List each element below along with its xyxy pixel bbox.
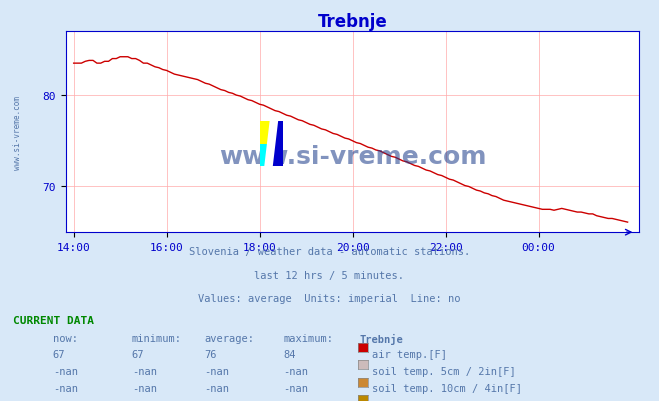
Text: 76: 76 xyxy=(204,349,217,359)
Title: Trebnje: Trebnje xyxy=(318,12,387,30)
Text: soil temp. 10cm / 4in[F]: soil temp. 10cm / 4in[F] xyxy=(372,383,523,393)
Text: maximum:: maximum: xyxy=(283,334,333,344)
Polygon shape xyxy=(264,122,278,167)
Bar xyxy=(260,144,272,167)
Text: www.si-vreme.com: www.si-vreme.com xyxy=(219,144,486,168)
Text: air temp.[F]: air temp.[F] xyxy=(372,349,447,359)
Text: 67: 67 xyxy=(132,349,144,359)
Text: 67: 67 xyxy=(53,349,65,359)
Text: -nan: -nan xyxy=(132,366,157,376)
Text: 84: 84 xyxy=(283,349,296,359)
Text: -nan: -nan xyxy=(204,366,229,376)
Bar xyxy=(272,122,283,167)
Text: soil temp. 5cm / 2in[F]: soil temp. 5cm / 2in[F] xyxy=(372,366,516,376)
Text: -nan: -nan xyxy=(53,366,78,376)
Text: Slovenia / weather data - automatic stations.: Slovenia / weather data - automatic stat… xyxy=(189,247,470,257)
Text: average:: average: xyxy=(204,334,254,344)
Text: CURRENT DATA: CURRENT DATA xyxy=(13,315,94,325)
Text: www.si-vreme.com: www.si-vreme.com xyxy=(13,95,22,169)
Text: Trebnje: Trebnje xyxy=(359,334,403,344)
Text: -nan: -nan xyxy=(283,366,308,376)
Text: Values: average  Units: imperial  Line: no: Values: average Units: imperial Line: no xyxy=(198,294,461,304)
Text: now:: now: xyxy=(53,334,78,344)
Text: minimum:: minimum: xyxy=(132,334,182,344)
Text: -nan: -nan xyxy=(204,383,229,393)
Text: last 12 hrs / 5 minutes.: last 12 hrs / 5 minutes. xyxy=(254,271,405,281)
Text: -nan: -nan xyxy=(53,383,78,393)
Bar xyxy=(260,122,272,144)
Text: -nan: -nan xyxy=(132,383,157,393)
Text: -nan: -nan xyxy=(283,383,308,393)
